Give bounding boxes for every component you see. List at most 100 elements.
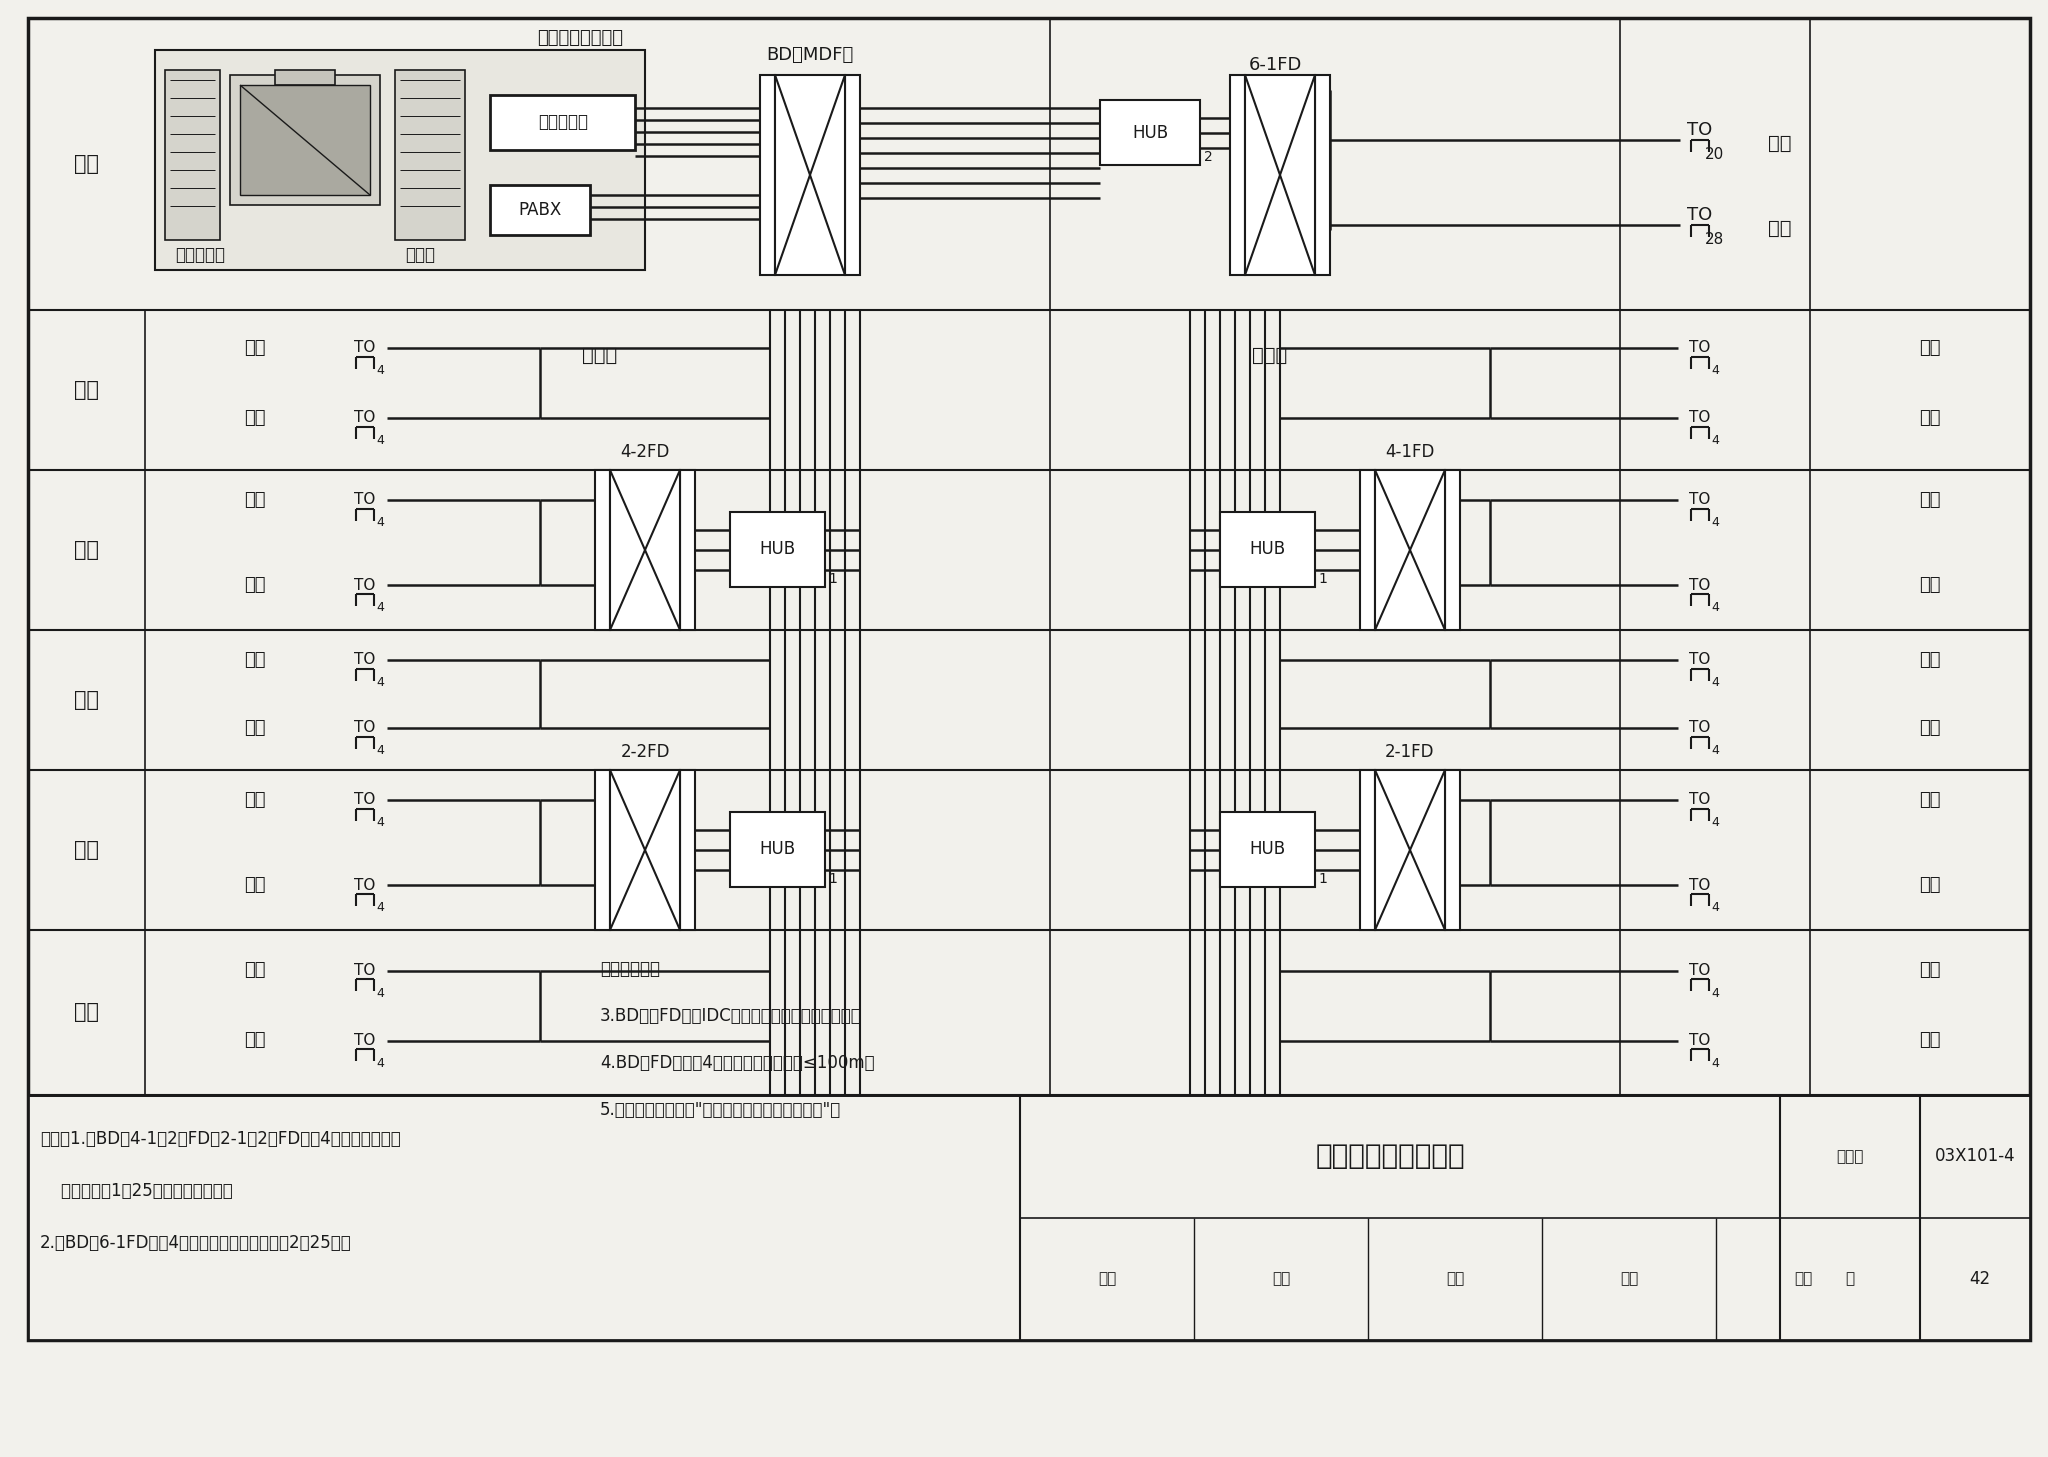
Text: TO: TO	[1688, 121, 1712, 138]
Bar	[1221, 511, 1315, 587]
Text: 五层: 五层	[74, 380, 98, 401]
Bar	[610, 471, 680, 629]
Text: 4: 4	[377, 516, 383, 529]
Bar	[610, 769, 680, 930]
Text: 语音: 语音	[244, 718, 266, 737]
Text: 42: 42	[1970, 1269, 1991, 1288]
Text: 4: 4	[377, 364, 383, 377]
Text: 4: 4	[1710, 434, 1718, 447]
Text: 张宜: 张宜	[1272, 1272, 1290, 1287]
Text: 审核: 审核	[1098, 1272, 1116, 1287]
Text: 4: 4	[377, 676, 383, 689]
Text: 4-1FD: 4-1FD	[1384, 443, 1436, 460]
Text: 2-1FD: 2-1FD	[1384, 743, 1436, 761]
Text: 六层: 六层	[74, 154, 98, 173]
Bar	[1221, 812, 1315, 887]
Text: 图集号: 图集号	[1837, 1148, 1864, 1164]
Bar	[166, 70, 219, 240]
Text: TO: TO	[1690, 492, 1710, 507]
Text: 语音: 语音	[244, 576, 266, 594]
Text: 数据: 数据	[1919, 651, 1942, 669]
Text: 语音: 语音	[244, 876, 266, 895]
Bar	[156, 50, 645, 270]
Text: TO: TO	[354, 877, 375, 893]
Text: 4: 4	[1710, 516, 1718, 529]
Bar	[1360, 471, 1374, 629]
Bar	[489, 95, 635, 150]
Text: 03X101-4: 03X101-4	[1935, 1147, 2015, 1166]
Text: TO: TO	[1690, 653, 1710, 667]
Text: TO: TO	[1690, 1033, 1710, 1048]
Text: 4: 4	[377, 602, 383, 615]
Text: 四层: 四层	[74, 541, 98, 559]
Text: 语音: 语音	[244, 409, 266, 427]
Bar	[774, 74, 846, 275]
Text: 数据: 数据	[244, 339, 266, 357]
Text: 设计: 设计	[1794, 1272, 1812, 1287]
Text: 4: 4	[1710, 816, 1718, 829]
Bar	[760, 74, 774, 275]
Text: 4: 4	[1710, 986, 1718, 1000]
Text: 数据: 数据	[244, 491, 266, 508]
Text: 4: 4	[377, 434, 383, 447]
Text: 网管工作站: 网管工作站	[174, 246, 225, 264]
Text: 语音: 语音	[1919, 409, 1942, 427]
Text: TO: TO	[1690, 411, 1710, 425]
Text: 5.与外界的连接参见"宾馆综合布线系统图（一）"。: 5.与外界的连接参见"宾馆综合布线系统图（一）"。	[600, 1101, 842, 1119]
Text: TO: TO	[1690, 577, 1710, 593]
Text: 4-2FD: 4-2FD	[621, 443, 670, 460]
Text: 1: 1	[829, 573, 838, 586]
Text: 4: 4	[377, 902, 383, 915]
Text: 校对: 校对	[1446, 1272, 1464, 1287]
Text: 1: 1	[1319, 871, 1327, 886]
Text: TO: TO	[354, 492, 375, 507]
Text: TO: TO	[354, 341, 375, 356]
Text: 数据: 数据	[1919, 491, 1942, 508]
Text: 4: 4	[377, 1056, 383, 1069]
Text: TO: TO	[1690, 721, 1710, 736]
Text: 语音: 语音	[1767, 219, 1792, 237]
Bar	[395, 70, 465, 240]
Text: 4: 4	[1710, 745, 1718, 758]
Text: HUB: HUB	[1133, 124, 1167, 141]
Text: 弱电间: 弱电间	[582, 345, 618, 364]
Text: 支持数据，1根25对电缆支持语音。: 支持数据，1根25对电缆支持语音。	[41, 1182, 233, 1201]
Bar	[1446, 471, 1460, 629]
Text: 4: 4	[1710, 1056, 1718, 1069]
Text: 说明：1.由BD至4-1（2）FD和2-1（2）FD一根4对对绞电缆用于: 说明：1.由BD至4-1（2）FD和2-1（2）FD一根4对对绞电缆用于	[41, 1131, 401, 1148]
Bar	[274, 70, 336, 85]
Text: 弱电间: 弱电间	[1253, 345, 1288, 364]
Text: TO: TO	[354, 963, 375, 978]
Text: 数据: 数据	[244, 791, 266, 809]
Text: TO: TO	[354, 577, 375, 593]
Text: 3.BD和各FD采用IDC模块配线架支持数据及电话。: 3.BD和各FD采用IDC模块配线架支持数据及电话。	[600, 1007, 862, 1026]
Text: PABX: PABX	[518, 201, 561, 219]
Bar	[680, 769, 694, 930]
Text: 一层: 一层	[74, 1002, 98, 1023]
Text: 2-2FD: 2-2FD	[621, 743, 670, 761]
Bar	[1231, 74, 1245, 275]
Text: TO: TO	[354, 653, 375, 667]
Text: 20: 20	[1706, 147, 1724, 162]
Bar	[29, 1096, 2030, 1340]
Text: 语音: 语音	[1919, 876, 1942, 895]
Text: TO: TO	[1688, 205, 1712, 224]
Text: 6-1FD: 6-1FD	[1249, 55, 1303, 74]
Text: 数据: 数据	[1919, 339, 1942, 357]
Bar	[229, 74, 381, 205]
Bar	[1374, 471, 1446, 629]
Text: TO: TO	[354, 793, 375, 807]
Bar	[240, 85, 371, 195]
Text: 数据: 数据	[244, 962, 266, 979]
Text: TO: TO	[1690, 963, 1710, 978]
Text: 4: 4	[377, 816, 383, 829]
Text: 28: 28	[1706, 232, 1724, 246]
Text: 页: 页	[1845, 1272, 1855, 1287]
Bar	[489, 185, 590, 235]
Text: 4: 4	[377, 745, 383, 758]
Text: 2: 2	[1204, 150, 1212, 165]
Bar	[680, 471, 694, 629]
Text: TO: TO	[354, 721, 375, 736]
Text: TO: TO	[354, 411, 375, 425]
Text: HUB: HUB	[1249, 541, 1286, 558]
